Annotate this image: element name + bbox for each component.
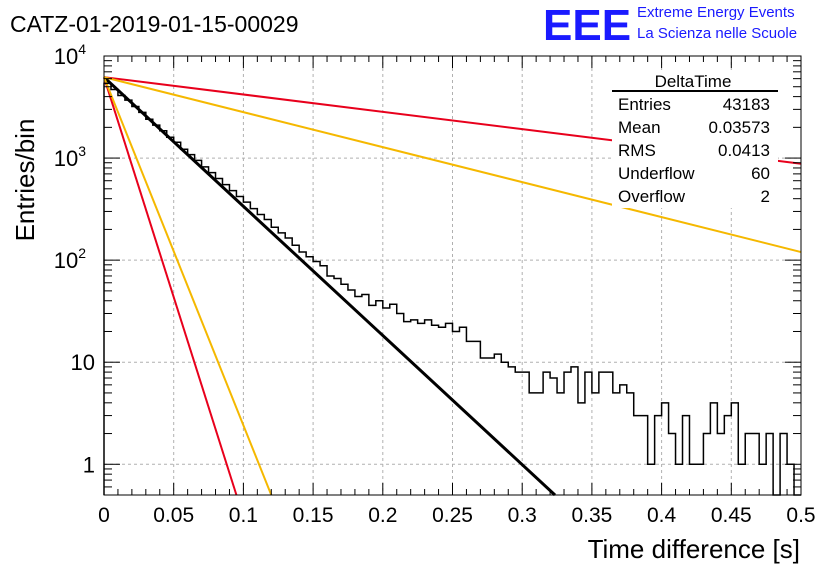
histogram-series bbox=[103, 82, 801, 496]
x-tick-label: 0.5 bbox=[786, 504, 815, 527]
stats-label: Entries bbox=[618, 95, 671, 114]
logo-mark: EEE bbox=[543, 1, 631, 50]
axis-ticks bbox=[103, 56, 802, 496]
x-tick-labels: 0 0.05 0.1 0.15 0.2 0.25 0.3 0.35 0.4 0.45 0.5 bbox=[98, 504, 815, 527]
x-tick-label: 0.35 bbox=[571, 504, 612, 527]
stats-label: Underflow bbox=[618, 164, 695, 183]
x-tick-label: 0.45 bbox=[711, 504, 752, 527]
x-tick-label: 0.15 bbox=[293, 504, 334, 527]
y-tick-label: 104 bbox=[54, 41, 86, 69]
fit-curve bbox=[103, 76, 802, 254]
y-tick-label: 1 bbox=[83, 452, 95, 477]
stats-box-background bbox=[612, 70, 778, 208]
x-tick-label: 0.3 bbox=[508, 504, 537, 527]
x-tick-label: 0.25 bbox=[432, 504, 473, 527]
x-tick-label: 0.4 bbox=[647, 504, 677, 527]
fit-curve bbox=[103, 76, 238, 496]
eee-logo: EEE Extreme Energy Events La Scienza nel… bbox=[543, 1, 797, 50]
x-tick-label: 0.1 bbox=[229, 504, 258, 527]
logo-line-2: La Scienza nelle Scuole bbox=[637, 25, 797, 42]
chart-title: CATZ-01-2019-01-15-00029 bbox=[10, 11, 299, 37]
x-tick-label: 0.2 bbox=[368, 504, 397, 527]
y-tick-label: 103 bbox=[54, 143, 86, 171]
stats-label: Overflow bbox=[618, 187, 686, 206]
stats-value: 0.03573 bbox=[709, 118, 770, 137]
stats-value: 60 bbox=[751, 164, 770, 183]
y-axis-label: Entries/bin bbox=[10, 119, 40, 242]
x-tick-label: 0 bbox=[98, 504, 110, 527]
fit-curve bbox=[102, 76, 556, 497]
y-tick-label: 102 bbox=[54, 245, 86, 273]
x-tick-label: 0.05 bbox=[153, 504, 194, 527]
x-axis-label: Time difference [s] bbox=[588, 534, 800, 564]
stats-box-title: DeltaTime bbox=[655, 72, 732, 91]
stats-value: 43183 bbox=[723, 95, 770, 114]
fit-curve bbox=[103, 76, 273, 496]
y-tick-labels: 1 10 102 103 104 bbox=[54, 41, 95, 477]
y-tick-label: 10 bbox=[71, 350, 95, 375]
logo-line-1: Extreme Energy Events bbox=[637, 4, 795, 21]
stats-label: Mean bbox=[618, 118, 661, 137]
stats-value: 0.0413 bbox=[718, 141, 770, 160]
stats-box: DeltaTime Entries 43183 Mean 0.03573 RMS 0.04… bbox=[612, 70, 778, 208]
stats-label: RMS bbox=[618, 141, 656, 160]
stats-value: 2 bbox=[761, 187, 770, 206]
stats-rows: Entries 43183 Mean 0.03573 RMS 0.0413 Underflo… bbox=[618, 95, 770, 206]
